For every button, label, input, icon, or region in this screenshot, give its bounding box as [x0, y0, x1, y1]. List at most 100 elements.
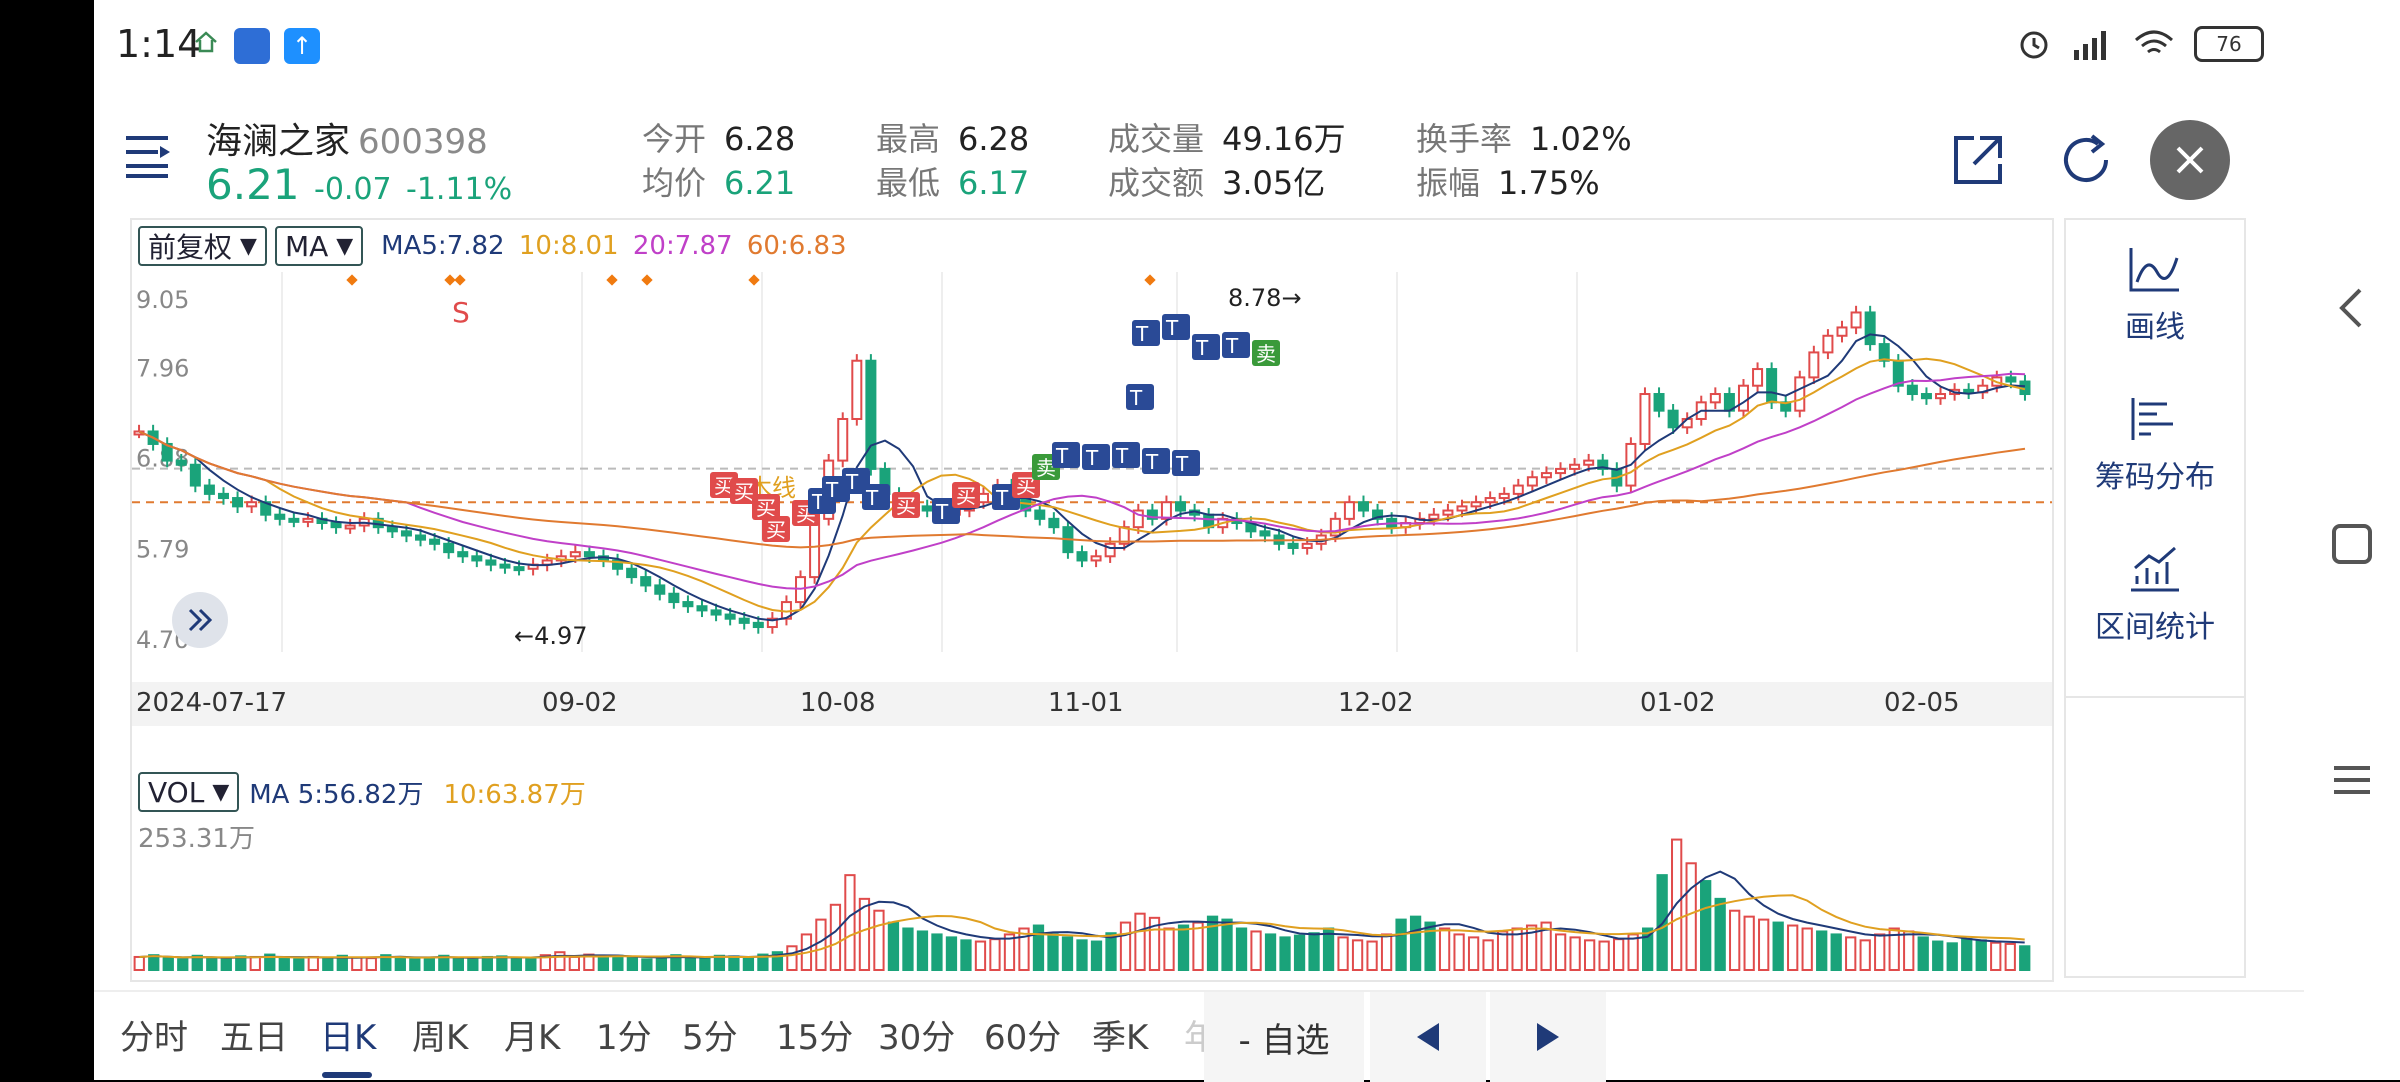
volume-bar	[322, 957, 334, 972]
interval-stats-tool[interactable]: 区间统计	[2066, 520, 2244, 670]
event-marker	[1144, 274, 1156, 286]
volume-bar	[844, 874, 856, 971]
home-square-icon[interactable]	[2324, 516, 2380, 572]
tab-weekly-k[interactable]: 周K	[412, 1018, 469, 1058]
candle-body	[513, 566, 525, 572]
metric-open: 今开 6.28	[642, 120, 796, 158]
adjust-dropdown[interactable]: 前复权 ▼	[138, 226, 267, 266]
scroll-start-button[interactable]	[172, 592, 228, 648]
volume-bar	[452, 957, 464, 971]
chip-distribution-tool[interactable]: 筹码分布	[2066, 370, 2244, 520]
alarm-icon	[2020, 31, 2048, 59]
volume-bar	[858, 897, 871, 972]
volume-bar	[786, 945, 798, 972]
previous-stock-button[interactable]	[1370, 992, 1486, 1082]
tab-season-k[interactable]: 季K	[1092, 1018, 1149, 1058]
candle-body	[1287, 542, 1299, 549]
event-marker	[444, 274, 456, 286]
date-tick: 01-02	[1640, 688, 1716, 718]
candle-body	[1878, 343, 1890, 362]
candle-body	[1175, 501, 1187, 512]
candle-body	[1076, 551, 1088, 562]
menu-icon[interactable]	[122, 128, 178, 184]
next-stock-button[interactable]	[1490, 992, 1606, 1082]
vol-ma10-label: 10:63.87万	[443, 779, 586, 810]
status-bar: 1:14 ↑ 76	[94, 0, 2304, 96]
chart-panel: 前复权 ▼ MA ▼ MA5:7.82 10:8.01 20:7.87 60:6.8…	[130, 218, 2054, 982]
candle-body	[471, 555, 483, 562]
indicator-dropdown[interactable]: MA ▼	[274, 226, 364, 266]
candle-body	[640, 576, 652, 587]
volume-bar	[510, 956, 522, 972]
trade-badge-label: T	[935, 500, 949, 524]
candle-body	[837, 417, 849, 462]
recents-icon[interactable]	[2324, 752, 2380, 808]
candle-body	[766, 617, 778, 629]
volume-bar	[1221, 918, 1233, 971]
tab-1min[interactable]: 1分	[596, 1018, 652, 1058]
candle-body	[330, 522, 342, 529]
volume-bar	[1250, 930, 1262, 971]
trade-badge	[862, 484, 890, 510]
metric-avg: 均价 6.21	[642, 164, 796, 202]
volume-chart[interactable]	[132, 760, 2052, 980]
trade-badge-label: 买	[1016, 474, 1036, 498]
tab-fenshi[interactable]: 分时	[120, 1018, 188, 1058]
volume-bar	[1047, 933, 1059, 972]
system-nav-bar	[2304, 0, 2400, 1080]
volume-bar	[568, 955, 581, 972]
trade-badge-label: T	[1055, 444, 1069, 468]
volume-bar	[1206, 915, 1219, 972]
volume-bar	[525, 957, 537, 971]
low-annotation: ←4.97	[514, 622, 588, 650]
tab-daily-k[interactable]: 日K	[320, 1018, 377, 1058]
wifi-icon	[2135, 30, 2173, 54]
trade-badge	[892, 492, 920, 518]
volume-bar	[1105, 932, 1117, 971]
trade-badge-label: 买	[714, 474, 734, 498]
tab-30min[interactable]: 30分	[878, 1018, 956, 1058]
candle-body	[612, 559, 624, 570]
upload-app-icon: ↑	[284, 28, 320, 64]
battery-indicator: 76	[2194, 26, 2264, 62]
candle-body	[1850, 311, 1862, 329]
tab-15min[interactable]: 15分	[776, 1018, 854, 1058]
triangle-left-icon	[1417, 1023, 1439, 1051]
volume-bar	[1438, 927, 1451, 971]
trade-badge-label: 买	[896, 494, 916, 518]
volume-bar	[960, 939, 972, 971]
draw-line-tool[interactable]: 画线	[2066, 220, 2244, 370]
volume-bar	[220, 957, 232, 972]
volume-bar	[887, 921, 900, 971]
y-tick-label: 7.96	[136, 355, 189, 383]
tab-5day[interactable]: 五日	[220, 1018, 288, 1058]
triangle-right-icon	[1537, 1023, 1559, 1051]
volume-bar	[1308, 932, 1320, 971]
candle-body	[1935, 393, 1947, 400]
share-icon[interactable]	[1946, 128, 2010, 192]
volume-indicator-dropdown[interactable]: VOL ▼	[138, 772, 240, 812]
watchlist-button[interactable]: - 自选	[1204, 992, 1364, 1082]
volume-bar	[1293, 934, 1306, 972]
candle-body	[809, 517, 821, 579]
kline-chart[interactable]: 9.057.966.885.794.70S8.78→←4.97木线买买买买买TT…	[132, 272, 2052, 682]
candle-body	[1470, 501, 1482, 508]
back-icon[interactable]	[2324, 280, 2380, 336]
candle-body	[851, 359, 863, 420]
tab-60min[interactable]: 60分	[984, 1018, 1062, 1058]
candle-body	[1484, 497, 1496, 504]
close-button[interactable]	[2150, 120, 2230, 200]
volume-bar	[655, 956, 668, 972]
refresh-icon[interactable]	[2054, 128, 2118, 192]
active-tab-indicator	[322, 1072, 372, 1078]
volume-bar	[641, 958, 653, 972]
volume-bar	[438, 954, 450, 972]
tab-monthly-k[interactable]: 月K	[504, 1018, 561, 1058]
candle-body	[1372, 509, 1384, 520]
candle-body	[232, 497, 244, 508]
candle-body	[274, 513, 286, 520]
tab-5min[interactable]: 5分	[682, 1018, 738, 1058]
volume-bar	[1816, 930, 1828, 971]
volume-bar	[133, 955, 145, 972]
candle-body	[1794, 376, 1806, 412]
